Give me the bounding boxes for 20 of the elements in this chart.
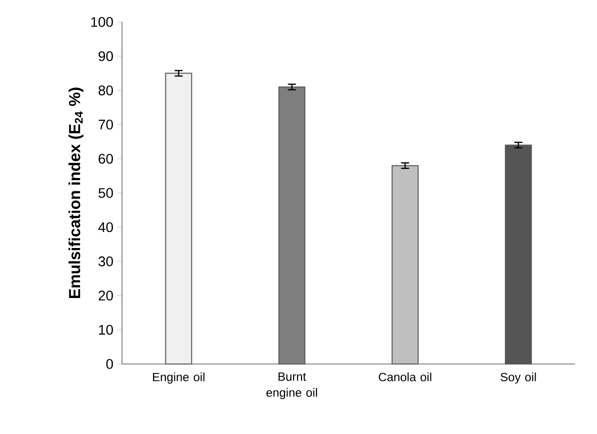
y-tick-label: 50 <box>98 188 113 198</box>
x-tick-label: Burnt engine oil <box>266 372 317 400</box>
y-tick-label: 60 <box>98 154 113 164</box>
bar <box>392 165 419 364</box>
bar <box>278 86 306 364</box>
y-tick-label: 20 <box>98 290 113 301</box>
y-tick-label: 80 <box>98 85 113 96</box>
bar <box>504 144 532 364</box>
y-tick-label: 100 <box>91 17 113 27</box>
y-tick-label: 30 <box>98 256 113 266</box>
x-tick-label: Engine oil <box>153 372 204 384</box>
y-tick-label: 90 <box>98 51 113 62</box>
y-axis-title: Emulsification index (E$_{24}$ %) <box>68 88 84 298</box>
y-tick-label: 0 <box>106 359 113 369</box>
x-tick-label: Soy oil <box>500 372 536 384</box>
x-tick-label: Canola oil <box>378 372 432 382</box>
y-tick-label: 40 <box>98 222 113 232</box>
bar <box>165 72 192 364</box>
y-tick-label: 10 <box>99 324 113 335</box>
y-tick-label: 70 <box>98 120 113 130</box>
